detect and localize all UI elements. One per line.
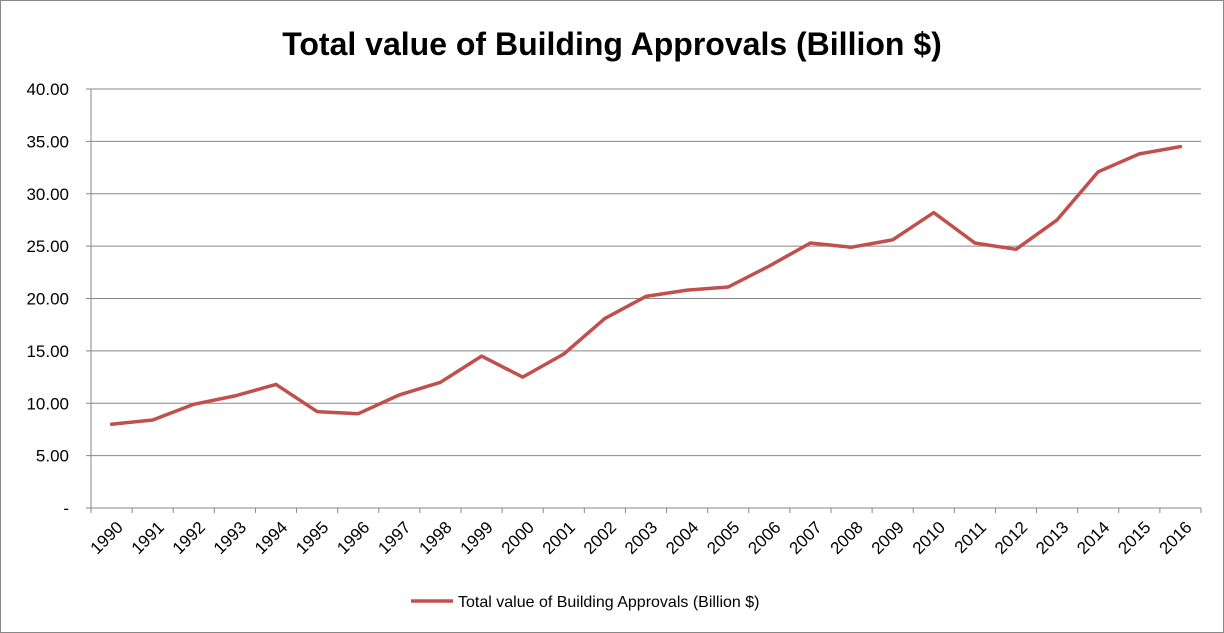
x-tick-label: 2013 [1032,518,1072,558]
data-point [315,410,319,414]
series-group [109,144,1183,426]
x-tick-label: 1992 [169,518,209,558]
x-tick-label: 2014 [1073,518,1113,558]
x-tick-label: 2010 [909,518,949,558]
legend: Total value of Building Approvals (Billi… [411,594,760,611]
data-point [726,285,730,289]
y-axis-ticks: - 5.00 10.00 15.00 20.00 25.00 30.00 35.00 40.00 [26,80,91,518]
data-point [397,393,401,397]
data-point [1014,247,1018,251]
data-point [850,245,854,249]
x-tick-label: 1997 [374,518,414,558]
data-point [233,394,237,398]
x-tick-label: 1998 [416,518,456,558]
data-point [192,402,196,406]
x-tick-label: 1996 [333,518,373,558]
x-tick-label: 2012 [991,518,1031,558]
x-tick-label: 2011 [951,518,990,557]
gridlines [91,88,1201,457]
chart-title: Total value of Building Approvals (Billi… [282,26,942,62]
x-tick-label: 1993 [210,518,250,558]
data-point [891,238,895,242]
data-point [562,352,566,356]
x-tick-label: 2000 [498,518,538,558]
y-tick-label: 10.00 [26,394,69,413]
x-tick-label: 2009 [868,518,908,558]
x-tick-label: 2001 [539,518,579,558]
x-tick-label: 1999 [457,518,497,558]
x-axis-ticks: 1990 1991 1992 1993 1994 1995 1996 1997 1998 1999… [87,508,1202,558]
data-point [1137,152,1141,156]
x-tick-label: 1990 [87,518,127,558]
y-tick-label: 15.00 [26,342,69,361]
data-point [480,354,484,358]
series-line [109,144,1183,426]
legend-label: Total value of Building Approvals (Billi… [458,594,760,611]
data-point [685,288,689,292]
data-point [644,294,648,298]
x-tick-label: 2015 [1114,518,1154,558]
y-tick-label: - [63,499,69,518]
data-point [603,316,607,320]
x-tick-label: 2007 [786,518,826,558]
data-point [356,412,360,416]
data-point [151,418,155,422]
data-point [767,264,771,268]
x-tick-label: 1994 [251,518,291,558]
data-point [274,382,278,386]
x-tick-label: 2004 [662,518,702,558]
data-point [808,241,812,245]
data-point [932,211,936,215]
y-tick-label: 20.00 [26,290,69,309]
y-tick-label: 30.00 [26,185,69,204]
data-point [973,241,977,245]
y-tick-label: 25.00 [26,237,69,256]
x-tick-label: 2005 [703,518,743,558]
data-point [110,422,114,426]
data-point [438,380,442,384]
x-tick-label: 1991 [128,518,168,558]
x-tick-label: 2006 [744,518,784,558]
y-tick-label: 35.00 [26,132,69,151]
x-tick-label: 2002 [580,518,620,558]
x-tick-label: 2016 [1156,518,1196,558]
data-point [1055,218,1059,222]
data-point [1096,170,1100,174]
data-point [521,375,525,379]
y-tick-label: 40.00 [26,80,69,99]
x-tick-label: 2003 [621,518,661,558]
y-tick-label: 5.00 [36,447,69,466]
x-tick-label: 1995 [292,518,332,558]
x-tick-label: 2008 [827,518,867,558]
data-point [1178,145,1182,149]
